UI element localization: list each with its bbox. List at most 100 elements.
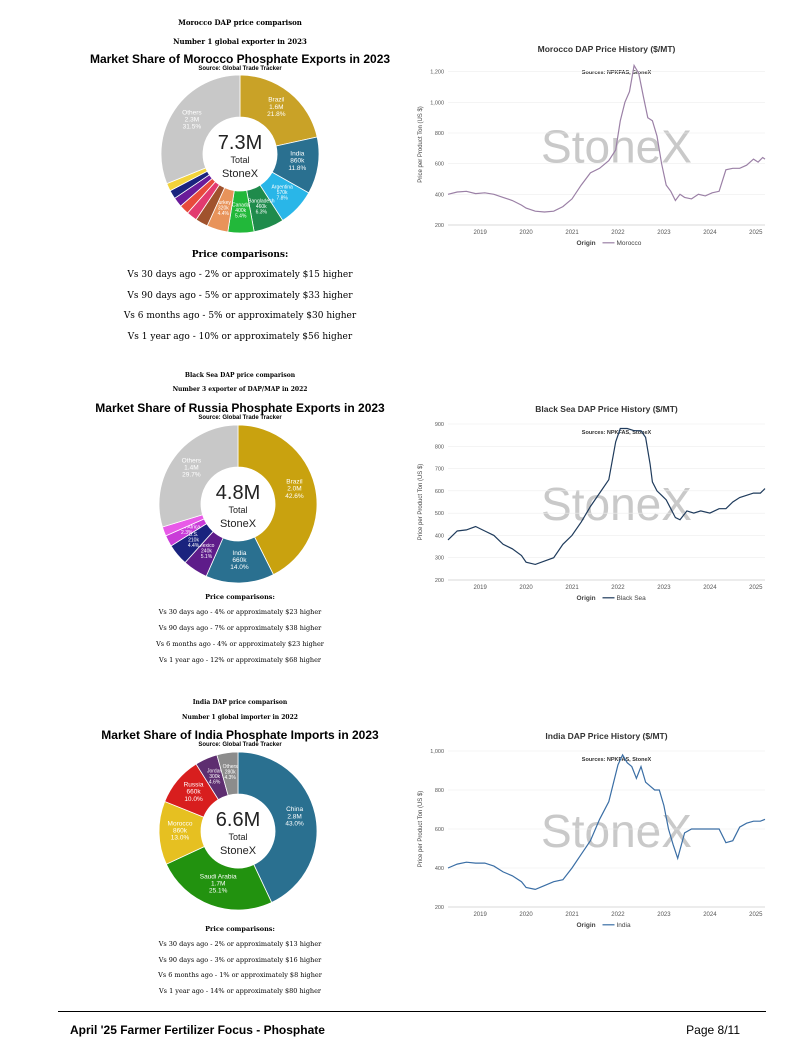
slice-label: Brazil 1.6M 21.8%: [267, 97, 286, 118]
comparison-90d: Vs 90 days ago - 5% or approximately $33…: [127, 291, 353, 301]
y-axis-label: Price per Product Ton (US $): [418, 464, 424, 541]
comparison-1y: Vs 1 year ago - 14% or approximately $80…: [158, 987, 322, 995]
y-tick-label: 600: [435, 827, 444, 833]
slice-label-percent: 5.4%: [235, 213, 247, 219]
comparison-6m: Vs 6 months ago - 1% or approximately $8…: [158, 971, 322, 979]
donut-center-value: 6.6M: [216, 809, 260, 831]
legend-series-name: India: [617, 922, 631, 929]
comparison-30d: Vs 30 days ago - 4% or approximately $23…: [158, 608, 322, 616]
slice-label-percent: 11.8%: [288, 165, 306, 172]
slice-label-name: Morocco: [168, 820, 193, 827]
section-subheading-morocco: Number 1 global exporter in 2023: [173, 37, 307, 46]
slice-label-percent: 29.7%: [182, 472, 201, 479]
slice-label-value: 240k: [201, 549, 212, 555]
slice-label: Jordan 300k 4.6%: [207, 768, 223, 785]
line-chart-title: Black Sea DAP Price History ($/MT): [535, 404, 678, 414]
donut-title-morocco: Market Share of Morocco Phosphate Export…: [89, 52, 391, 66]
slice-label: Bangladesh 460k 6.3%: [248, 198, 275, 215]
donut-chart-morocco: Brazil 1.6M 21.8% India 860k 11.8% Argentina 57…: [160, 74, 320, 234]
comparisons-title: Price comparisons:: [205, 593, 275, 601]
comparison-6m: Vs 6 months ago - 5% or approximately $3…: [123, 311, 357, 321]
slice-label-name: Others: [182, 109, 202, 116]
x-tick-label: 2023: [657, 230, 671, 236]
x-tick-label: 2020: [519, 585, 533, 591]
price-series-line: [447, 753, 766, 891]
slice-label: Argentina 570k 7.8%: [271, 184, 293, 201]
comparison-30d: Vs 30 days ago - 2% or approximately $15…: [127, 270, 353, 280]
y-tick-label: 1,000: [430, 749, 444, 755]
slice-label-name: Turkey: [216, 200, 232, 206]
section-subheading-blacksea: Number 3 exporter of DAP/MAP in 2022: [172, 386, 308, 393]
slice-label-name: South Africa: [173, 524, 200, 530]
y-tick-label: 200: [435, 905, 444, 911]
slice-label-name: Jordan: [207, 768, 223, 774]
slice-label: Brazil 2.0M 42.6%: [285, 478, 304, 499]
y-tick-label: 600: [435, 162, 444, 168]
footer-title: April '25 Farmer Fertilizer Focus - Phos…: [70, 1023, 325, 1037]
slice-label: Others 1.4M 29.7%: [182, 457, 202, 478]
slice-label-percent: 6.3%: [256, 209, 268, 215]
slice-label: China 2.8M 43.0%: [285, 806, 304, 827]
slice-label-name: Mexico: [199, 543, 215, 549]
footer-divider: [58, 1011, 766, 1012]
section-heading-india: India DAP price comparison: [192, 699, 288, 706]
slice-label: Turkey 320k 4.4%: [216, 200, 232, 217]
line-chart-sources: Sources: NPKFAS, StoneX: [582, 70, 652, 76]
y-tick-label: 400: [435, 533, 444, 539]
donut-title-india: Market Share of India Phosphate Imports …: [101, 728, 379, 742]
donut-source-morocco: Source: Global Trade Tracker: [198, 66, 282, 72]
slice-label-value: 210k: [188, 537, 199, 543]
comparison-1y: Vs 1 year ago - 10% or approximately $56…: [127, 332, 353, 342]
y-tick-label: 1,200: [430, 70, 444, 76]
slice-label-value: 2.8M: [287, 813, 301, 820]
line-chart-title: India DAP Price History ($/MT): [545, 731, 667, 741]
comparison-90d: Vs 90 days ago - 3% or approximately $16…: [158, 956, 322, 964]
comparison-30d: Vs 30 days ago - 2% or approximately $13…: [158, 940, 322, 948]
line-chart-sources: Sources: NPKFAS, StoneX: [582, 757, 652, 763]
slice-label: India 860k 11.8%: [288, 150, 306, 171]
slice-label-value: 460k: [256, 204, 267, 210]
slice-label: South Africa 2.3%: [173, 524, 200, 536]
line-chart-sources: Sources: NPKFAS, StoneX: [582, 430, 652, 436]
donut-center-label: Total: [230, 155, 249, 165]
donut-chart-russia: Brazil 2.0M 42.6% India 660k 14.0% Mexico 240k 5…: [158, 424, 318, 584]
donut-center-label: Total: [228, 832, 247, 842]
line-chart-india: India DAP Price History ($/MT) Sources: N…: [418, 731, 766, 929]
x-tick-label: 2021: [565, 912, 579, 918]
y-tick-label: 200: [435, 578, 444, 584]
slice-label-value: 300k: [209, 774, 220, 780]
y-tick-label: 1,000: [430, 100, 444, 106]
slice-label-percent: 10.0%: [184, 796, 203, 803]
slice-label-percent: 4.3%: [224, 775, 236, 781]
slice-label: Others 280k 4.3%: [223, 764, 239, 781]
price-series-line: [447, 63, 766, 213]
slice-label-value: 660k: [186, 789, 201, 796]
slice-label-name: Others: [182, 457, 202, 464]
slice-label-value: 320k: [218, 206, 229, 212]
y-tick-label: 300: [435, 556, 444, 562]
stonex-logo-small: StoneX: [222, 168, 259, 180]
y-tick-label: 600: [435, 489, 444, 495]
x-tick-label: 2019: [473, 230, 487, 236]
x-tick-label: 2021: [565, 230, 579, 236]
slice-label-value: 1.7M: [211, 881, 225, 888]
y-tick-label: 400: [435, 866, 444, 872]
slice-label-percent: 5.1%: [201, 554, 213, 560]
donut-source-russia: Source: Global Trade Tracker: [198, 415, 282, 421]
donut-source-india: Source: Global Trade Tracker: [198, 742, 282, 748]
slice-label-percent: 25.1%: [209, 888, 228, 895]
stonex-logo-small: StoneX: [220, 518, 257, 530]
slice-label-percent: 43.0%: [285, 820, 304, 827]
x-tick-label: 2022: [611, 912, 625, 918]
comparison-6m: Vs 6 months ago - 4% or approximately $2…: [156, 640, 324, 648]
slice-label-name: Bangladesh: [248, 198, 275, 204]
slice-label-name: Others: [223, 764, 239, 770]
donut-hole: [201, 467, 275, 541]
line-chart-title: Morocco DAP Price History ($/MT): [538, 44, 676, 54]
x-tick-label: 2024: [703, 912, 717, 918]
slice-label-name: U.S.: [189, 532, 199, 538]
comparison-1y: Vs 1 year ago - 12% or approximately $68…: [158, 656, 322, 664]
slice-label-name: China: [286, 806, 303, 813]
slice-label-percent: 2.3%: [181, 530, 193, 536]
slice-label: Russia 660k 10.0%: [184, 782, 204, 803]
